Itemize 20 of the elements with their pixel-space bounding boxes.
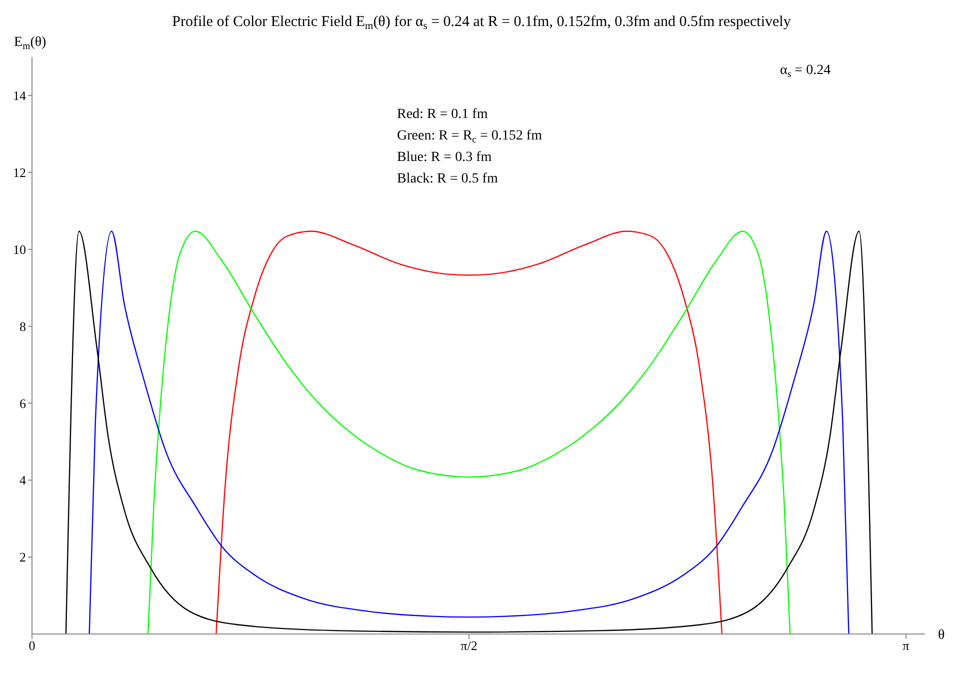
chart-title: Profile of Color Electric Field E$_{m}$(θ) for α$_{s}$ = 0.24 at R = 0.1fm, 0.152fm, 0.3fm and 0.5fm respectively bbox=[172, 14, 792, 32]
x-tick-label: π/2 bbox=[460, 638, 478, 654]
y-tick-label: 4 bbox=[20, 472, 26, 488]
x-axis-title: θ bbox=[938, 628, 945, 643]
annotation: Black: R = 0.5 fm bbox=[397, 172, 498, 186]
line-series bbox=[147, 230, 791, 634]
line-series bbox=[216, 230, 723, 634]
y-tick-label: 12 bbox=[13, 165, 26, 180]
y-tick-label: 8 bbox=[20, 318, 26, 334]
y-axis-title: E$_{m}$(θ) bbox=[14, 35, 47, 52]
y-tick-label: 2 bbox=[20, 550, 26, 565]
y-tick-label: 6 bbox=[20, 396, 26, 411]
y-tick-label: 14 bbox=[13, 88, 26, 104]
x-tick-label: 0 bbox=[28, 638, 36, 654]
y-tick-label: 10 bbox=[13, 242, 26, 257]
annotation: Green: R = R$_{c}$ = 0.152 fm bbox=[397, 128, 542, 145]
annotation: Blue: R = 0.3 fm bbox=[397, 150, 492, 165]
annotation: Red: R = 0.1 fm bbox=[397, 107, 488, 122]
annotation: α$_{s}$ = 0.24 bbox=[780, 63, 831, 80]
x-tick-label: π bbox=[902, 638, 910, 654]
